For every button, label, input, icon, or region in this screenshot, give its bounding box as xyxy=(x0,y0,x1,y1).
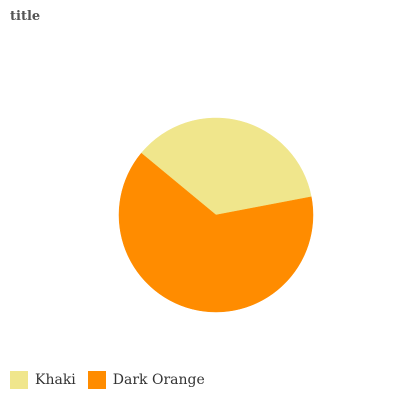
legend-label-dark-orange: Dark Orange xyxy=(112,372,205,388)
pie-slice-dark-orange xyxy=(118,152,314,313)
legend-label-khaki: Khaki xyxy=(35,372,76,388)
legend-swatch-dark-orange xyxy=(87,371,106,389)
legend-item-khaki: Khaki xyxy=(10,371,76,389)
pie-slice-khaki xyxy=(140,117,312,216)
legend: Khaki Dark Orange xyxy=(10,371,217,389)
chart-title: title xyxy=(10,9,41,24)
legend-item-dark-orange: Dark Orange xyxy=(87,371,205,389)
legend-swatch-khaki xyxy=(10,371,28,389)
